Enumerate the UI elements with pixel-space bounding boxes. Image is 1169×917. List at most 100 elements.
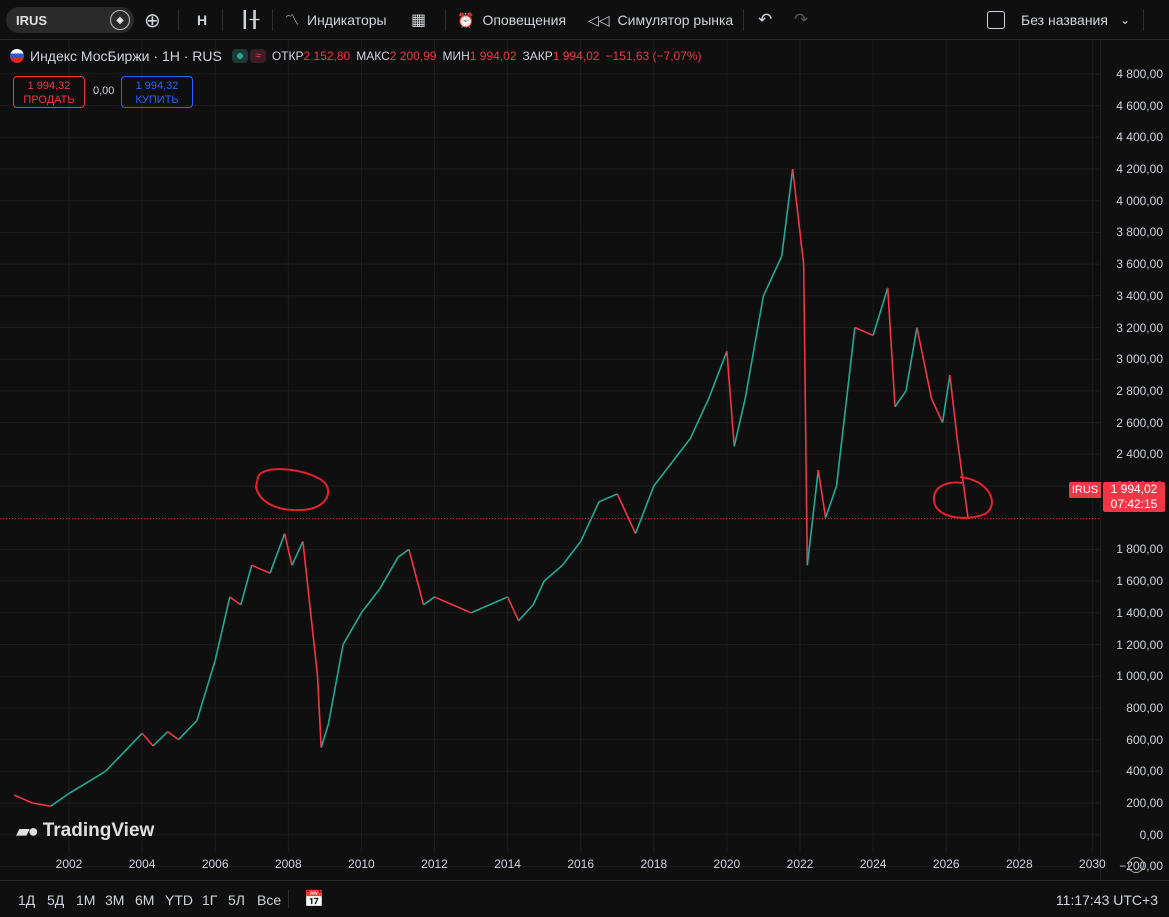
price-segment [707,350,728,400]
price-segment [726,351,736,447]
symbol-search-button[interactable]: IRUS ◆ [6,7,134,33]
redo-icon[interactable]: ↷ [794,10,809,29]
price-segment [824,485,838,518]
legend-title[interactable]: Индекс МосБиржи · 1Н · RUS [30,48,222,64]
gear-icon[interactable] [1128,857,1144,873]
time-tick-label: 2014 [494,857,521,871]
price-segment [762,255,783,297]
time-tick-label: 2020 [713,857,741,871]
symbol-label: IRUS [16,12,48,28]
price-segment [905,327,918,392]
time-tick-label: 2004 [128,857,156,871]
range-3m[interactable]: 3М [105,892,125,908]
price-segment [616,493,637,534]
range-1d[interactable]: 1Д [18,892,36,908]
price-segment [316,676,322,748]
price-segment [744,295,765,399]
alerts-button[interactable]: ⏰ Оповещения [457,6,566,34]
price-axis[interactable]: 4 800,00 4 600,00 4 400,00 4 200,00 4 000,00… [1100,40,1169,880]
annotation-ellipse-2026[interactable] [932,476,993,519]
range-all[interactable]: Все [257,892,282,908]
price-segment [32,802,51,807]
price-segment [251,564,271,574]
price-tick-label: 1 600,00 [1116,574,1163,589]
time-tick-label: 2018 [640,857,668,871]
calendar-goto-icon[interactable]: 📅 [304,891,324,908]
toolbar-divider [743,9,744,31]
time-tick-label: 2028 [1005,857,1033,871]
price-tick-label: 1 000,00 [1116,669,1163,684]
price-tick-label: 2 800,00 [1116,383,1163,398]
low-label: МИН [442,49,470,63]
price-chart[interactable] [0,40,1100,880]
price-series [13,168,969,807]
price-segment [342,612,363,645]
time-tick-label: 2022 [786,857,814,871]
compare-add-icon[interactable]: ⊕ [144,9,161,32]
price-segment [780,168,794,257]
buy-button[interactable]: 1 994,32 КУПИТЬ [121,76,193,108]
diamond-icon[interactable]: ◆ [110,10,130,30]
price-tick-label: 800,00 [1126,700,1163,715]
price-segment [141,732,154,747]
price-segment [671,437,691,463]
price-segment [408,549,425,606]
price-segment [561,540,582,566]
price-segment [397,548,410,558]
replay-button[interactable]: ◁◁ Симулятор рынка [588,6,733,34]
price-tag-value: 1 994,02 [1110,482,1158,496]
sell-button[interactable]: 1 994,32 ПРОДАТЬ [13,76,85,108]
price-segment [214,596,231,661]
annotation-ellipse-2008[interactable] [254,468,329,512]
range-1y[interactable]: 1Г [202,892,218,908]
price-segment [949,374,958,439]
tradingview-logo[interactable]: ▰● TradingView [16,820,154,842]
tradingview-logo-icon: ▰● [16,820,39,841]
price-segment [327,644,344,724]
range-6m[interactable]: 6М [135,892,155,908]
price-segment [930,398,944,423]
price-segment [50,792,70,807]
toolbar-divider [178,9,179,31]
templates-grid-icon[interactable]: ▦ [411,12,427,29]
price-segment [791,168,805,265]
price-segment [854,326,874,337]
price-segment [269,533,286,574]
price-segment [434,596,454,606]
price-segment [733,398,746,447]
range-5d[interactable]: 5Д [47,892,65,908]
delayed-data-icon[interactable]: ≈ [249,49,266,63]
undo-icon[interactable]: ↶ [758,10,773,29]
range-1m[interactable]: 1М [76,892,96,908]
price-tick-label: 2 400,00 [1116,447,1163,462]
tradingview-wordmark: TradingView [42,820,155,841]
low-value: 1 994,02 [469,49,517,63]
toolbar-divider [445,9,446,31]
layout-button[interactable]: Без названия ⌄ [987,6,1130,34]
indicators-icon: 〽 [285,12,299,28]
price-segment [302,541,319,677]
candles-chart-type-icon[interactable]: ┃╂ [240,12,260,29]
market-status-icon[interactable] [231,49,248,63]
price-segment [167,731,180,741]
price-segment [506,596,520,622]
range-5y[interactable]: 5Л [228,892,245,908]
price-segment [196,660,216,721]
chart-legend: Индекс МосБиржи · 1Н · RUS ≈ ОТКР 2 152,… [10,48,702,64]
change-value: −151,63 (−7,07%) [605,49,702,63]
range-ytd[interactable]: YTD [165,892,193,908]
clock[interactable]: 11:17:43 UTC+3 [1055,892,1158,908]
rewind-icon: ◁◁ [588,11,610,28]
indicators-button[interactable]: 〽 Индикаторы [285,6,387,34]
price-segment [598,493,618,503]
price-segment [872,287,889,336]
price-segment [916,327,933,399]
price-tick-label: 4 000,00 [1116,193,1163,208]
bottom-toolbar: 1Д 5Д 1М 3М 6М YTD 1Г 5Л Все 📅 11:17:43 … [0,880,1169,917]
price-segment [941,374,951,423]
indicators-label: Индикаторы [307,12,387,28]
price-segment [452,604,472,614]
interval-button[interactable]: Н [197,12,208,28]
time-axis[interactable]: 2002 2004 2006 2008 2010 2012 2014 2016 2018 2020… [0,853,1106,879]
bottom-divider [288,890,289,908]
